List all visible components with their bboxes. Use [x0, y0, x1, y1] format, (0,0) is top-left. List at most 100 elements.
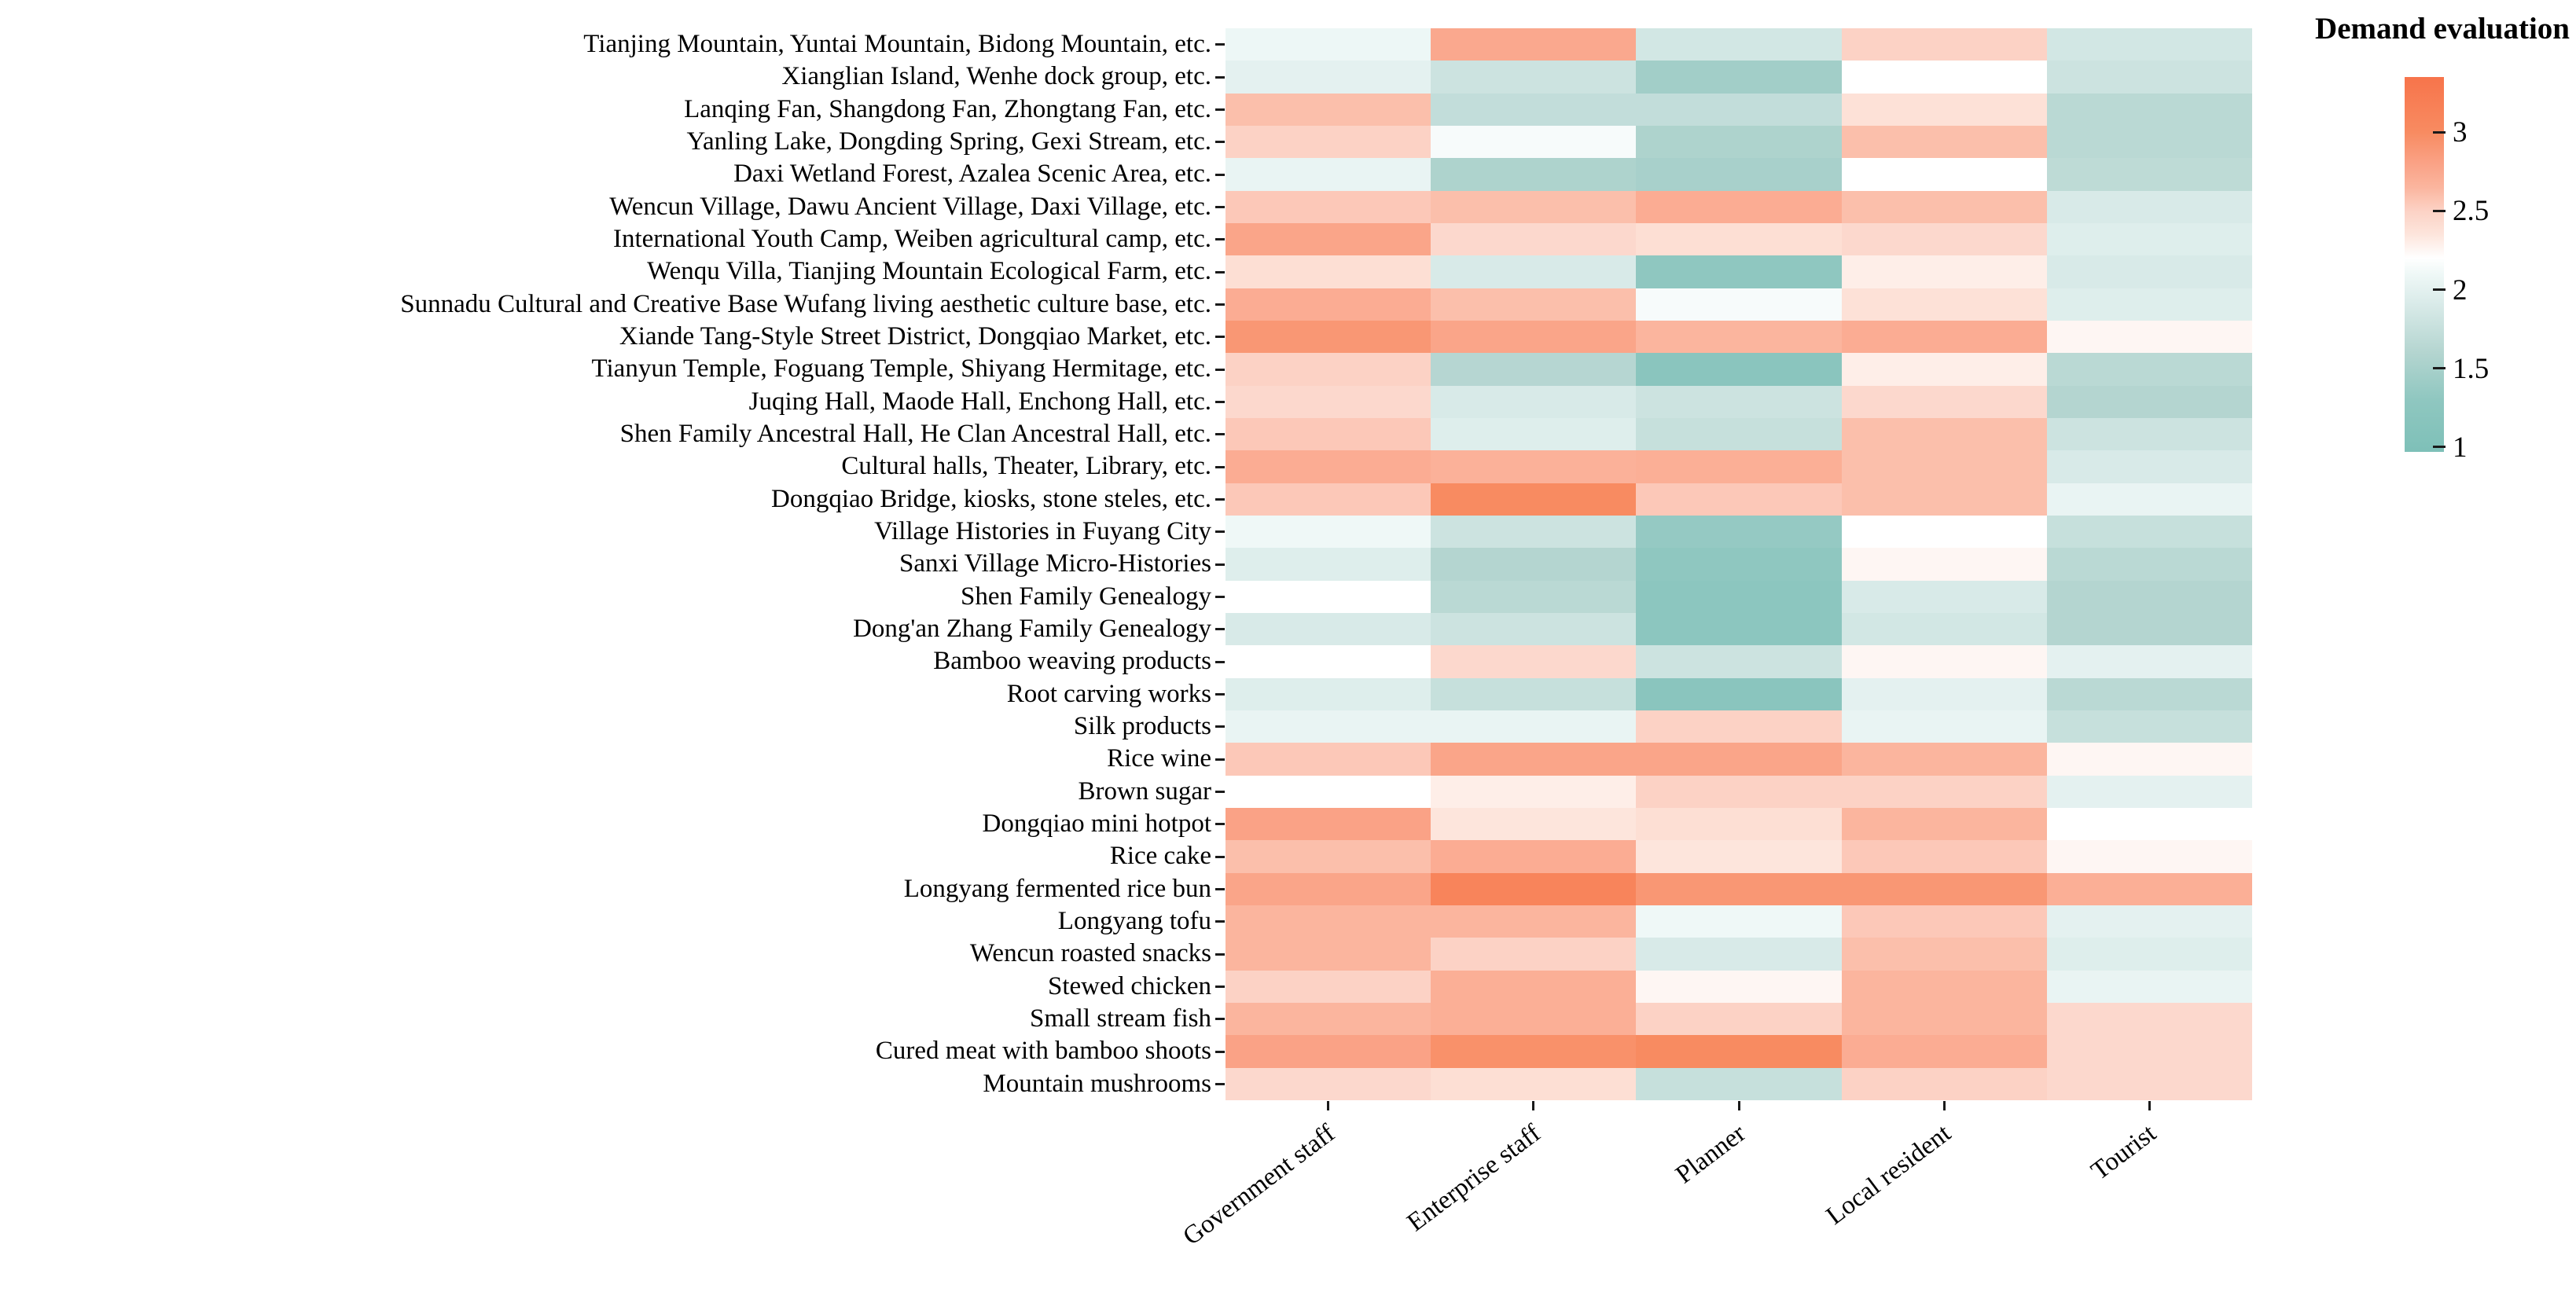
heatmap-cell [1226, 417, 1431, 451]
heatmap-cell [1841, 417, 2047, 451]
heatmap-cell [1431, 970, 1637, 1003]
heatmap-cell [1636, 677, 1842, 710]
heatmap-cell [2046, 1067, 2252, 1100]
heatmap-cell [1226, 255, 1431, 288]
heatmap-cell [1841, 905, 2047, 938]
heatmap-cell [1431, 612, 1637, 646]
heatmap-cell [1636, 743, 1842, 776]
x-axis-tick [1327, 1101, 1330, 1110]
heatmap-cell [1636, 190, 1842, 223]
heatmap-cell [1431, 353, 1637, 386]
heatmap-cell [1841, 450, 2047, 483]
y-axis-tick [1215, 563, 1225, 566]
row-label: Rice wine [1107, 744, 1211, 773]
heatmap-cell [1636, 580, 1842, 613]
row-label: Bamboo weaving products [933, 647, 1211, 676]
heatmap-cell [1636, 125, 1842, 159]
heatmap-cell [2046, 580, 2252, 613]
row-label: Silk products [1073, 712, 1211, 741]
heatmap-cell [1636, 905, 1842, 938]
heatmap-cell [1636, 1067, 1842, 1100]
heatmap-cell [2046, 320, 2252, 354]
heatmap-cell [1431, 385, 1637, 418]
x-axis-tick [1532, 1101, 1535, 1110]
heatmap-cell [1841, 807, 2047, 841]
heatmap-cell [1636, 515, 1842, 549]
heatmap-cell [1841, 840, 2047, 873]
row-label: Mountain mushrooms [983, 1069, 1211, 1098]
heatmap-cell [2046, 645, 2252, 678]
y-axis-tick [1215, 141, 1225, 144]
y-axis-tick [1215, 433, 1225, 436]
y-axis-tick [1215, 758, 1225, 761]
heatmap-cell [2046, 158, 2252, 191]
row-label: Rice cake [1109, 842, 1211, 871]
heatmap-cell [1431, 775, 1637, 808]
heatmap-cell [1431, 125, 1637, 159]
heatmap-cell [2046, 938, 2252, 971]
row-label: Small stream fish [1030, 1004, 1211, 1033]
heatmap-cell [1431, 255, 1637, 288]
heatmap-cell [1841, 872, 2047, 905]
heatmap-cell [1226, 775, 1431, 808]
heatmap-cell [2046, 93, 2252, 126]
heatmap-cell [1226, 710, 1431, 743]
legend-tick-label: 1 [2453, 431, 2468, 464]
heatmap-cell [1226, 61, 1431, 94]
legend-tick [2433, 367, 2446, 370]
row-label: Tianjing Mountain, Yuntai Mountain, Bido… [583, 30, 1211, 59]
heatmap-cell [1636, 28, 1842, 61]
y-axis-tick [1215, 1050, 1225, 1053]
heatmap-cell [1636, 938, 1842, 971]
heatmap-cell [1636, 612, 1842, 646]
heatmap-cell [1841, 255, 2047, 288]
heatmap-cell [1841, 1067, 2047, 1100]
heatmap-cell [2046, 743, 2252, 776]
x-axis-tick [1737, 1101, 1740, 1110]
row-label: International Youth Camp, Weiben agricul… [612, 225, 1211, 254]
heatmap-cell [1431, 548, 1637, 581]
row-label: Daxi Wetland Forest, Azalea Scenic Area,… [733, 160, 1211, 189]
legend-tick-label: 2.5 [2453, 195, 2490, 228]
column-label: Enterprise staff [1402, 1119, 1546, 1238]
y-axis-tick [1215, 887, 1225, 890]
row-label: Brown sugar [1078, 776, 1211, 806]
heatmap-cell [1431, 938, 1637, 971]
heatmap-cell [1226, 645, 1431, 678]
heatmap-cell [1226, 580, 1431, 613]
column-label: Government staff [1178, 1119, 1341, 1251]
heatmap-cell [1226, 385, 1431, 418]
y-axis-tick [1215, 400, 1225, 403]
heatmap-cell [1841, 1002, 2047, 1036]
heatmap-cell [2046, 872, 2252, 905]
legend-tick-label: 1.5 [2453, 352, 2490, 385]
heatmap-cell [2046, 905, 2252, 938]
heatmap-cell [1636, 1035, 1842, 1068]
heatmap-cell [2046, 28, 2252, 61]
heatmap-cell [1636, 288, 1842, 321]
heatmap-cell [1431, 905, 1637, 938]
row-label: Sunnadu Cultural and Creative Base Wufan… [400, 289, 1211, 318]
heatmap-cell [1431, 61, 1637, 94]
heatmap-cell [2046, 548, 2252, 581]
y-axis-tick [1215, 108, 1225, 111]
heatmap-cell [1226, 905, 1431, 938]
row-label: Cured meat with bamboo shoots [875, 1037, 1211, 1066]
heatmap-cell [1636, 255, 1842, 288]
heatmap-cell [1431, 645, 1637, 678]
heatmap-cell [1226, 1002, 1431, 1036]
heatmap-cell [2046, 775, 2252, 808]
y-axis-tick [1215, 855, 1225, 858]
legend-title: Demand evaluation [2315, 12, 2570, 46]
heatmap-cell [1841, 515, 2047, 549]
heatmap-cell [1841, 288, 2047, 321]
heatmap-grid [1226, 28, 2252, 1100]
heatmap-cell [1636, 353, 1842, 386]
heatmap-cell [1636, 222, 1842, 256]
heatmap-cell [2046, 125, 2252, 159]
y-axis-tick [1215, 238, 1225, 241]
legend-colorbar [2405, 77, 2444, 452]
heatmap-cell [1431, 417, 1637, 451]
heatmap-cell [2046, 515, 2252, 549]
